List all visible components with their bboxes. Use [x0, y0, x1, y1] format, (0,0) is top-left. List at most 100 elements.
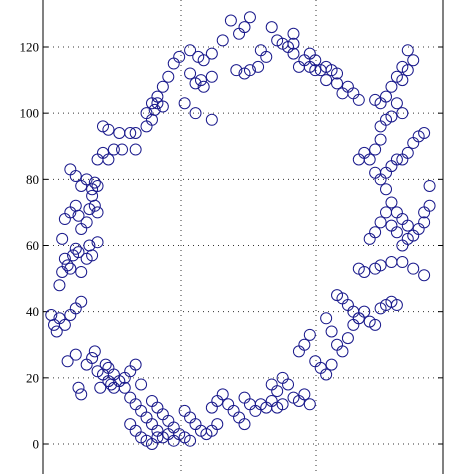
data-point [194, 74, 207, 87]
data-point [230, 64, 243, 77]
data-point [358, 146, 371, 159]
data-point [184, 411, 197, 424]
data-point [423, 199, 436, 212]
data-point [151, 424, 164, 437]
data-point [396, 74, 409, 87]
data-point [303, 328, 316, 341]
data-point [331, 77, 344, 90]
data-point [88, 199, 101, 212]
data-point [86, 249, 99, 262]
data-point [88, 176, 101, 189]
data-point [233, 27, 246, 40]
data-point [401, 64, 414, 77]
axes [42, 0, 444, 474]
data-point [243, 64, 256, 77]
data-point [287, 27, 300, 40]
data-point [374, 216, 387, 229]
data-point [224, 14, 237, 27]
data-point [124, 127, 137, 140]
data-point [75, 295, 88, 308]
data-point [314, 361, 327, 374]
data-point [298, 388, 311, 401]
data-point [309, 64, 322, 77]
data-point [145, 418, 158, 431]
data-point [113, 127, 126, 140]
data-point [265, 378, 278, 391]
data-point [197, 80, 210, 93]
data-point [151, 401, 164, 414]
data-point [238, 21, 251, 34]
data-point [347, 318, 360, 331]
data-point [162, 414, 175, 427]
data-point [385, 219, 398, 232]
data-point [385, 160, 398, 173]
data-point [129, 398, 142, 411]
data-point [341, 299, 354, 312]
data-point [107, 368, 120, 381]
data-point [282, 378, 295, 391]
data-point [91, 236, 104, 249]
data-point [298, 54, 311, 67]
data-point [374, 259, 387, 272]
data-point [69, 242, 82, 255]
data-point [91, 206, 104, 219]
data-point [407, 54, 420, 67]
data-point [189, 107, 202, 120]
data-point [396, 107, 409, 120]
data-point [178, 97, 191, 110]
data-point [80, 216, 93, 229]
data-point [325, 325, 338, 338]
data-point [69, 302, 82, 315]
data-point [320, 368, 333, 381]
data-point [238, 418, 251, 431]
data-point [151, 431, 164, 444]
data-point [374, 133, 387, 146]
data-point [401, 232, 414, 245]
data-point [197, 54, 210, 67]
data-point [211, 418, 224, 431]
data-point [145, 113, 158, 126]
data-point [380, 166, 393, 179]
data-point [72, 246, 85, 259]
data-point [211, 394, 224, 407]
data-point [205, 70, 218, 83]
data-point [116, 143, 129, 156]
data-point [167, 434, 180, 447]
data-point [91, 179, 104, 192]
data-point [61, 259, 74, 272]
data-point [369, 318, 382, 331]
data-point [358, 265, 371, 278]
data-point [227, 404, 240, 417]
data-point [298, 338, 311, 351]
data-point [369, 166, 382, 179]
data-point [48, 318, 60, 331]
data-point [124, 418, 137, 431]
data-point [249, 404, 262, 417]
data-point [91, 153, 104, 166]
y-tick-label: 100 [20, 106, 40, 121]
data-point [341, 80, 354, 93]
data-point [336, 87, 349, 100]
data-point [385, 256, 398, 269]
data-point [173, 50, 186, 63]
data-point [385, 80, 398, 93]
data-point [222, 398, 235, 411]
data-point [401, 44, 414, 57]
data-point [385, 196, 398, 209]
data-point [102, 361, 115, 374]
data-point [58, 252, 71, 265]
data-point [418, 216, 431, 229]
y-tick-label: 20 [26, 370, 39, 385]
data-point [86, 189, 99, 202]
data-point [352, 312, 365, 325]
data-point [135, 378, 148, 391]
data-point [124, 365, 137, 378]
data-point [407, 262, 420, 275]
data-point [50, 325, 63, 338]
data-point [216, 388, 229, 401]
data-point [64, 308, 77, 321]
data-point [94, 381, 107, 394]
data-point [390, 153, 403, 166]
data-point [407, 136, 420, 149]
